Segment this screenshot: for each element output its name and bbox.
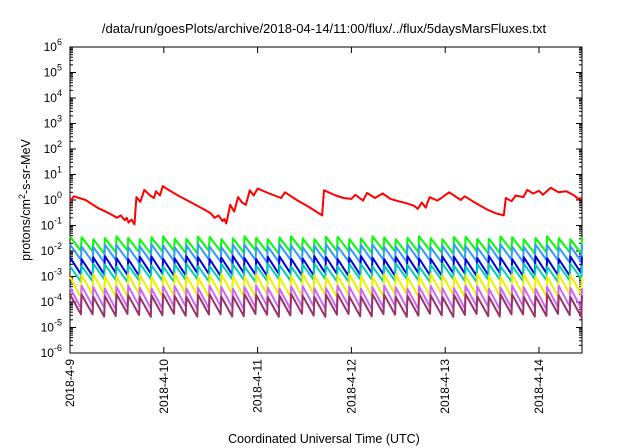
y-tick-base: 10 — [44, 193, 58, 207]
y-tick-label: 100 — [44, 190, 62, 207]
y-axis-label: protons/cm2-s-sr-MeV — [17, 138, 33, 260]
x-tick-label: 2018-4-14 — [532, 359, 546, 414]
y-tick-label: 10-5 — [41, 318, 62, 335]
y-tick-label: 10-2 — [41, 241, 62, 258]
y-tick-label: 10-6 — [41, 343, 62, 360]
y-tick-label: 103 — [44, 114, 62, 131]
y-tick-exponent: -6 — [54, 343, 62, 353]
chart-title: /data/run/goesPlots/archive/2018-04-14/1… — [102, 21, 547, 36]
y-tick-exponent: 1 — [57, 165, 62, 175]
y-tick-label: 10-3 — [41, 267, 62, 284]
y-tick-base: 10 — [44, 168, 58, 182]
y-tick-exponent: -5 — [54, 318, 62, 328]
y-tick-label: 101 — [44, 165, 62, 182]
y-tick-label: 10-1 — [41, 216, 62, 233]
y-tick-base: 10 — [44, 117, 58, 131]
y-tick-exponent: 5 — [57, 63, 62, 73]
x-axis: 2018-4-9 2018-4-10 2018-4-11 2018-4-12 2018-… — [63, 47, 546, 414]
series-line-8 — [69, 293, 583, 318]
y-tick-base: 10 — [44, 40, 58, 54]
x-tick-label: 2018-4-11 — [251, 359, 265, 413]
y-tick-label: 105 — [44, 63, 62, 80]
series-group — [69, 185, 583, 318]
series-line-1 — [69, 185, 583, 226]
y-tick-label: 102 — [44, 139, 62, 156]
y-axis-label-prefix: protons/cm — [19, 199, 33, 261]
y-tick-base: 10 — [44, 91, 58, 105]
y-tick-label: 106 — [44, 37, 62, 54]
y-tick-exponent: 0 — [57, 190, 62, 200]
y-tick-exponent: 6 — [57, 37, 62, 47]
y-tick-exponent: 2 — [57, 139, 62, 149]
y-tick-exponent: -1 — [54, 216, 62, 226]
y-tick-exponent: 4 — [57, 88, 62, 98]
series-line-5 — [69, 262, 583, 283]
y-tick-base: 10 — [41, 346, 55, 360]
x-tick-label: 2018-4-10 — [157, 359, 171, 414]
y-tick-base: 10 — [41, 295, 55, 309]
x-axis-label: Coordinated Universal Time (UTC) — [228, 432, 420, 446]
x-tick-label: 2018-4-9 — [63, 359, 77, 407]
y-tick-base: 10 — [41, 219, 55, 233]
y-tick-label: 10-4 — [41, 292, 62, 309]
y-tick-base: 10 — [41, 270, 55, 284]
y-tick-exponent: -4 — [54, 292, 62, 302]
series-line-3 — [69, 243, 583, 264]
y-tick-exponent: -3 — [54, 267, 62, 277]
y-tick-base: 10 — [41, 244, 55, 258]
x-tick-label: 2018-4-12 — [344, 359, 358, 414]
x-tick-label: 2018-4-13 — [438, 359, 452, 414]
y-tick-base: 10 — [44, 66, 58, 80]
y-tick-exponent: -2 — [54, 241, 62, 251]
y-axis: 10-610-510-410-310-210-11001011021031041… — [41, 37, 582, 360]
y-axis-label-suffix: -s-sr-MeV — [19, 138, 33, 194]
y-tick-base: 10 — [41, 321, 55, 335]
y-tick-base: 10 — [44, 142, 58, 156]
y-tick-label: 104 — [44, 88, 62, 105]
y-tick-exponent: 3 — [57, 114, 62, 124]
y-axis-label-sup: 2 — [17, 194, 27, 199]
